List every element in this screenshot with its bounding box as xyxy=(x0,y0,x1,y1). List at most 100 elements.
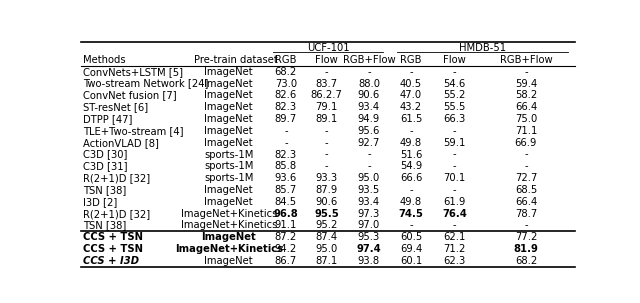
Text: 68.5: 68.5 xyxy=(515,185,537,195)
Text: 40.5: 40.5 xyxy=(400,78,422,88)
Text: -: - xyxy=(284,138,287,148)
Text: 74.5: 74.5 xyxy=(399,209,424,219)
Text: 92.7: 92.7 xyxy=(358,138,380,148)
Text: 47.0: 47.0 xyxy=(400,90,422,100)
Text: -: - xyxy=(325,161,328,171)
Text: ActionVLAD [8]: ActionVLAD [8] xyxy=(83,138,159,148)
Text: 66.3: 66.3 xyxy=(444,114,466,124)
Text: ConvNets+LSTM [5]: ConvNets+LSTM [5] xyxy=(83,67,183,77)
Text: CCS + TSN: CCS + TSN xyxy=(83,232,143,242)
Text: ImageNet+Kinetics: ImageNet+Kinetics xyxy=(180,221,277,231)
Text: 86.2.7: 86.2.7 xyxy=(311,90,342,100)
Text: Flow: Flow xyxy=(443,55,466,65)
Text: 93.6: 93.6 xyxy=(275,173,297,183)
Text: 93.5: 93.5 xyxy=(358,185,380,195)
Text: -: - xyxy=(409,67,413,77)
Text: 82.3: 82.3 xyxy=(275,102,297,112)
Text: RGB+Flow: RGB+Flow xyxy=(342,55,396,65)
Text: -: - xyxy=(452,185,456,195)
Text: DTPP [47]: DTPP [47] xyxy=(83,114,132,124)
Text: 95.0: 95.0 xyxy=(358,173,380,183)
Text: 81.9: 81.9 xyxy=(513,244,538,254)
Text: -: - xyxy=(367,67,371,77)
Text: 96.8: 96.8 xyxy=(273,209,298,219)
Text: 85.8: 85.8 xyxy=(275,161,297,171)
Text: 76.4: 76.4 xyxy=(442,209,467,219)
Text: ImageNet: ImageNet xyxy=(205,197,253,207)
Text: -: - xyxy=(284,126,287,136)
Text: ImageNet: ImageNet xyxy=(205,67,253,77)
Text: -: - xyxy=(409,185,413,195)
Text: 61.5: 61.5 xyxy=(400,114,422,124)
Text: 73.0: 73.0 xyxy=(275,78,297,88)
Text: RGB: RGB xyxy=(401,55,422,65)
Text: 72.7: 72.7 xyxy=(515,173,537,183)
Text: 82.6: 82.6 xyxy=(275,90,297,100)
Text: 78.7: 78.7 xyxy=(515,209,537,219)
Text: 97.0: 97.0 xyxy=(358,221,380,231)
Text: -: - xyxy=(452,126,456,136)
Text: -: - xyxy=(367,150,371,160)
Text: 90.6: 90.6 xyxy=(358,90,380,100)
Text: -: - xyxy=(325,126,328,136)
Text: 79.1: 79.1 xyxy=(316,102,338,112)
Text: 95.0: 95.0 xyxy=(316,244,338,254)
Text: HMDB-51: HMDB-51 xyxy=(459,42,506,52)
Text: sports-1M: sports-1M xyxy=(204,161,253,171)
Text: ImageNet: ImageNet xyxy=(205,114,253,124)
Text: 93.4: 93.4 xyxy=(358,102,380,112)
Text: 91.1: 91.1 xyxy=(275,221,297,231)
Text: -: - xyxy=(325,138,328,148)
Text: CCS + TSN: CCS + TSN xyxy=(83,244,143,254)
Text: 49.8: 49.8 xyxy=(400,197,422,207)
Text: 66.6: 66.6 xyxy=(400,173,422,183)
Text: ImageNet: ImageNet xyxy=(202,232,256,242)
Text: 49.8: 49.8 xyxy=(400,138,422,148)
Text: 94.9: 94.9 xyxy=(358,114,380,124)
Text: 54.9: 54.9 xyxy=(400,161,422,171)
Text: 97.4: 97.4 xyxy=(356,244,381,254)
Text: 70.1: 70.1 xyxy=(444,173,466,183)
Text: 43.2: 43.2 xyxy=(400,102,422,112)
Text: ImageNet: ImageNet xyxy=(205,256,253,266)
Text: 89.1: 89.1 xyxy=(316,114,338,124)
Text: ImageNet: ImageNet xyxy=(205,126,253,136)
Text: 62.3: 62.3 xyxy=(444,256,466,266)
Text: -: - xyxy=(452,221,456,231)
Text: -: - xyxy=(367,161,371,171)
Text: R(2+1)D [32]: R(2+1)D [32] xyxy=(83,209,150,219)
Text: 97.3: 97.3 xyxy=(358,209,380,219)
Text: 86.7: 86.7 xyxy=(275,256,297,266)
Text: 95.2: 95.2 xyxy=(316,221,338,231)
Text: 61.9: 61.9 xyxy=(444,197,466,207)
Text: 95.6: 95.6 xyxy=(358,126,380,136)
Text: 71.2: 71.2 xyxy=(444,244,466,254)
Text: -: - xyxy=(409,221,413,231)
Text: 62.1: 62.1 xyxy=(444,232,466,242)
Text: Two-stream Network [24]: Two-stream Network [24] xyxy=(83,78,209,88)
Text: -: - xyxy=(524,221,528,231)
Text: 90.6: 90.6 xyxy=(316,197,338,207)
Text: TSN [38]: TSN [38] xyxy=(83,221,126,231)
Text: -: - xyxy=(409,126,413,136)
Text: 87.2: 87.2 xyxy=(275,232,297,242)
Text: 69.4: 69.4 xyxy=(400,244,422,254)
Text: 60.5: 60.5 xyxy=(400,232,422,242)
Text: C3D [30]: C3D [30] xyxy=(83,150,127,160)
Text: ST-resNet [6]: ST-resNet [6] xyxy=(83,102,148,112)
Text: 54.6: 54.6 xyxy=(444,78,466,88)
Text: 87.1: 87.1 xyxy=(316,256,338,266)
Text: RGB: RGB xyxy=(275,55,296,65)
Text: 89.7: 89.7 xyxy=(275,114,297,124)
Text: Flow: Flow xyxy=(316,55,338,65)
Text: 95.5: 95.5 xyxy=(314,209,339,219)
Text: 88.0: 88.0 xyxy=(358,78,380,88)
Text: UCF-101: UCF-101 xyxy=(307,42,349,52)
Text: ConvNet fusion [7]: ConvNet fusion [7] xyxy=(83,90,177,100)
Text: 87.4: 87.4 xyxy=(316,232,338,242)
Text: 55.2: 55.2 xyxy=(444,90,466,100)
Text: TLE+Two-stream [4]: TLE+Two-stream [4] xyxy=(83,126,184,136)
Text: 87.9: 87.9 xyxy=(316,185,338,195)
Text: 75.0: 75.0 xyxy=(515,114,537,124)
Text: -: - xyxy=(524,150,528,160)
